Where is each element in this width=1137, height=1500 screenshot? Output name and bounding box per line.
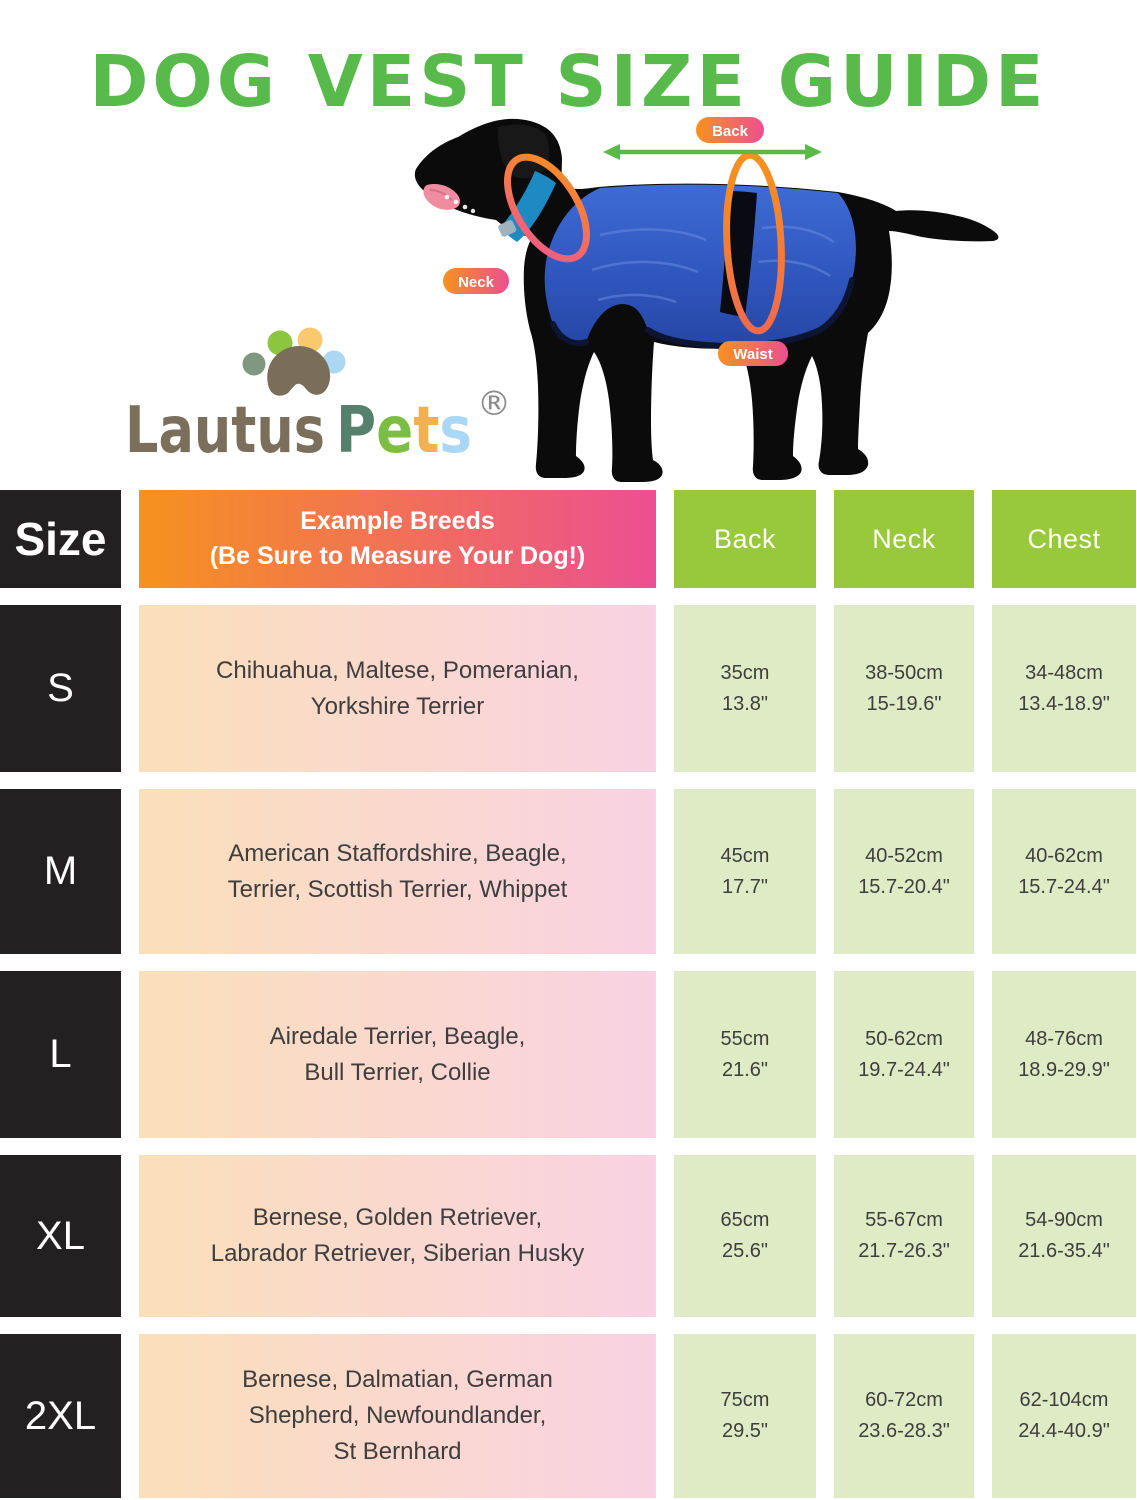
breeds-cell: American Staffordshire, Beagle, Terrier,… [139, 789, 656, 954]
dog-teeth [444, 194, 476, 214]
back-cell: 35cm 13.8" [674, 605, 816, 772]
neck-cell: 55-67cm 21.7-26.3" [834, 1155, 974, 1317]
size-cell: 2XL [0, 1334, 121, 1498]
svg-text:Neck: Neck [458, 274, 495, 291]
size-cell: S [0, 605, 121, 772]
dog-photo [414, 118, 999, 483]
paw-pad [267, 346, 331, 396]
lautus-pets-logo: Lautus Pets ® [125, 327, 511, 468]
col-header-back: Back [674, 490, 816, 588]
col-header-breeds: Example Breeds (Be Sure to Measure Your … [139, 490, 656, 588]
neck-cell: 50-62cm 19.7-24.4" [834, 971, 974, 1138]
chest-cell: 34-48cm 13.4-18.9" [992, 605, 1136, 772]
chest-cell: 54-90cm 21.6-35.4" [992, 1155, 1136, 1317]
breeds-cell: Airedale Terrier, Beagle, Bull Terrier, … [139, 971, 656, 1138]
col-header-size: Size [0, 490, 121, 588]
collar-buckle [498, 220, 517, 237]
size-cell: XL [0, 1155, 121, 1317]
svg-text:Waist: Waist [733, 346, 772, 363]
brand-word-lautus: Lautus [125, 394, 325, 468]
waist-label-pill: Waist [718, 341, 788, 366]
tongue-line [429, 189, 453, 201]
back-cell: 65cm 25.6" [674, 1155, 816, 1317]
breeds-cell: Chihuahua, Maltese, Pomeranian, Yorkshir… [139, 605, 656, 772]
chest-cell: 40-62cm 15.7-24.4" [992, 789, 1136, 954]
size-guide-table: Size Example Breeds (Be Sure to Measure … [0, 490, 1136, 1498]
vest-wrinkles [591, 225, 835, 304]
brand-word-pets: Pets [336, 394, 472, 468]
paw-print-icon [242, 327, 346, 396]
size-cell: M [0, 789, 121, 954]
neck-cell: 60-72cm 23.6-28.3" [834, 1334, 974, 1498]
neck-cell: 40-52cm 15.7-20.4" [834, 789, 974, 954]
back-cell: 75cm 29.5" [674, 1334, 816, 1498]
col-header-neck: Neck [834, 490, 974, 588]
breeds-cell: Bernese, Dalmatian, German Shepherd, New… [139, 1334, 656, 1498]
back-cell: 45cm 17.7" [674, 789, 816, 954]
neck-label-pill: Neck [443, 268, 509, 294]
col-header-chest: Chest [992, 490, 1136, 588]
registered-mark: ® [477, 384, 511, 424]
neck-measure-ring [504, 153, 590, 263]
back-measure-arrow [603, 144, 822, 160]
chest-cell: 48-76cm 18.9-29.9" [992, 971, 1136, 1138]
back-label-pill: Back [696, 117, 764, 143]
waist-measure-ring [723, 151, 785, 335]
svg-text:Back: Back [712, 123, 749, 140]
size-cell: L [0, 971, 121, 1138]
measurement-diagram: Lautus Pets ® [125, 117, 999, 483]
back-cell: 55cm 21.6" [674, 971, 816, 1138]
neck-cell: 38-50cm 15-19.6" [834, 605, 974, 772]
chest-cell: 62-104cm 24.4-40.9" [992, 1334, 1136, 1498]
page-title: DOG VEST SIZE GUIDE [89, 39, 1048, 123]
breeds-cell: Bernese, Golden Retriever, Labrador Retr… [139, 1155, 656, 1317]
